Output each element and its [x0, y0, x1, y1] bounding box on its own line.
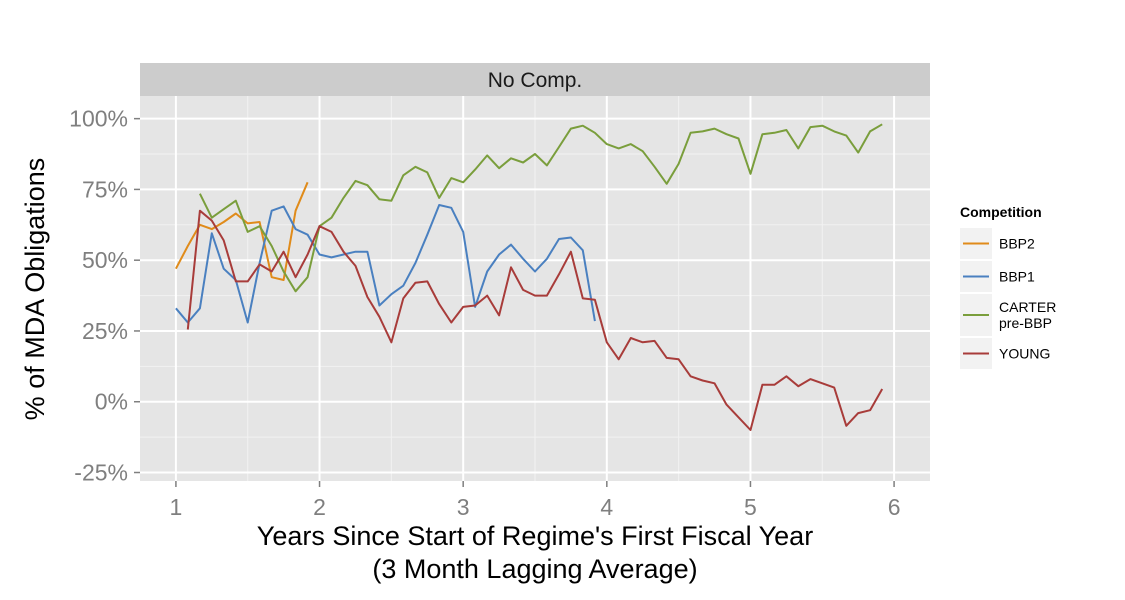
x-tick-label: 3 [457, 494, 470, 520]
y-tick-label: -25% [74, 460, 128, 486]
y-axis-title: % of MDA Obligations [20, 158, 50, 421]
strip-background [140, 63, 930, 96]
y-axis: -25% 0% 25% 50% 75% 100% [69, 106, 140, 486]
legend: Competition BBP2 BBP1 CARTER pre-BBP YOUNG [960, 204, 1056, 369]
legend-label-carter-pre-bbp: CARTER pre-BBP [999, 299, 1056, 331]
series-layer [175, 123, 884, 431]
x-tick-label: 6 [888, 494, 901, 520]
y-tick-label: 0% [95, 389, 128, 415]
y-tick-label: 75% [82, 176, 128, 202]
legend-label-bbp1: BBP1 [999, 269, 1035, 285]
legend-label-young: YOUNG [999, 346, 1050, 362]
grid-major [140, 96, 930, 481]
series-line-carter-pre-bbp [199, 123, 883, 293]
x-tick-label: 4 [600, 494, 613, 520]
x-tick-label: 5 [744, 494, 757, 520]
x-axis-title-line-1: Years Since Start of Regime's First Fisc… [257, 521, 813, 551]
series-line-bbp1 [175, 204, 596, 324]
x-axis-title-line-2: (3 Month Lagging Average) [372, 554, 697, 584]
x-tick-label: 2 [313, 494, 326, 520]
series-line-young [186, 209, 884, 431]
legend-title: Competition [960, 204, 1042, 220]
legend-label-bbp2: BBP2 [999, 236, 1035, 252]
y-tick-label: 100% [69, 106, 128, 132]
x-tick-label: 1 [170, 494, 183, 520]
x-axis: 1 2 3 4 5 6 [170, 481, 901, 520]
facet-label: No Comp. [488, 69, 583, 92]
y-tick-label: 25% [82, 318, 128, 344]
y-tick-label: 50% [82, 247, 128, 273]
